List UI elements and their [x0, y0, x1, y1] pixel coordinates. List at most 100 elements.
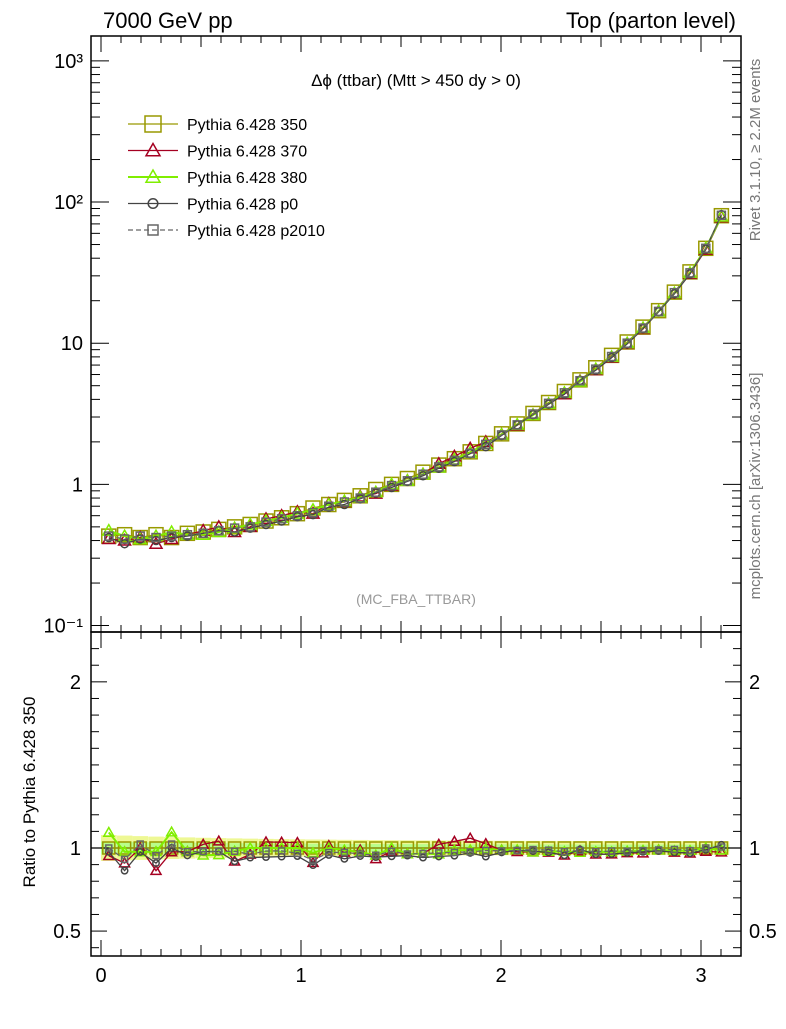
series-line — [108, 215, 722, 539]
ratio-point — [230, 857, 239, 866]
series-line — [108, 214, 722, 545]
header-left: 7000 GeV pp — [103, 8, 233, 33]
data-point — [701, 243, 711, 254]
data-point — [528, 409, 538, 419]
legend-marker — [144, 115, 162, 133]
ratio-point — [309, 861, 317, 870]
data-point — [245, 522, 255, 532]
data-point — [481, 439, 491, 450]
legend-entry: Pythia 6.428 380 — [128, 168, 307, 187]
ratio-point — [215, 847, 223, 856]
ratio-point — [340, 848, 349, 857]
ratio-point — [102, 826, 116, 838]
ratio-point — [118, 845, 131, 857]
ratio-point — [670, 845, 679, 854]
ratio-point — [560, 847, 569, 856]
data-point — [308, 507, 318, 518]
header-right: Top (parton level) — [566, 8, 736, 33]
ratio-point — [387, 847, 396, 856]
ratio-point — [105, 844, 113, 852]
data-point — [714, 208, 729, 222]
ratio-point — [387, 852, 396, 861]
data-point — [540, 394, 557, 411]
ratio-point — [165, 845, 178, 857]
data-point — [290, 506, 305, 519]
ratio-point — [576, 846, 584, 855]
data-point — [525, 405, 541, 422]
main-series — [101, 207, 730, 549]
main-ytick-label: 10² — [54, 192, 83, 214]
data-point — [104, 531, 114, 541]
data-point — [242, 516, 258, 530]
ratio-point — [715, 845, 728, 857]
ratio-point — [212, 834, 226, 846]
legend-label: Pythia 6.428 p2010 — [187, 223, 325, 240]
data-point — [685, 268, 695, 278]
data-point — [512, 420, 522, 430]
ratio-point — [136, 840, 144, 848]
data-point — [135, 531, 145, 541]
ratio-point — [291, 841, 304, 853]
ratio-point — [149, 841, 163, 855]
series-1 — [101, 209, 729, 549]
ratio-point — [419, 849, 427, 858]
data-point — [402, 476, 413, 486]
legend-label: Pythia 6.428 350 — [187, 117, 307, 134]
ratio-point — [607, 847, 616, 855]
data-point — [339, 497, 350, 507]
ratio-point — [293, 849, 302, 858]
data-point — [638, 323, 648, 333]
ratio-point — [544, 846, 553, 854]
ratio-point — [262, 847, 270, 855]
series-line — [108, 216, 722, 545]
ratio-ylabel: Ratio to Pythia 6.428 350 — [20, 697, 39, 888]
data-point — [261, 517, 271, 527]
ratio-point — [230, 847, 239, 856]
data-point — [606, 351, 617, 362]
data-point — [666, 284, 683, 300]
ratio-plot-frame — [90, 631, 742, 957]
ratio-point — [309, 856, 317, 864]
legend-entry: Pythia 6.428 p0 — [128, 197, 298, 214]
ratio-x-ticks: 0 1 2 3 — [95, 632, 722, 987]
rivet-note: Rivet 3.1.10, ≥ 2.2M events — [747, 59, 764, 242]
legend-entry: Pythia 6.428 350 — [128, 115, 307, 134]
main-x-ticks — [100, 36, 722, 632]
data-point — [713, 207, 730, 224]
ratio-line — [108, 843, 722, 861]
main-ytick-label: 1 — [72, 474, 83, 496]
ratio-point — [199, 847, 207, 856]
mcplots-note: mcplots.cern.ch [arXiv:1306.3436] — [747, 373, 764, 600]
data-point — [493, 426, 510, 442]
main-plot: 10⁻¹ 1 10 10² 10³ Δϕ (ttbar) (Mtt > 450 dy >… — [44, 35, 742, 638]
data-point — [465, 448, 475, 459]
data-point — [182, 529, 193, 540]
data-point — [164, 524, 179, 538]
data-point — [447, 448, 462, 462]
ratio-series — [102, 825, 729, 876]
main-ytick-label: 10³ — [54, 51, 83, 73]
ratio-point — [419, 853, 427, 862]
data-point — [101, 523, 117, 536]
ratio-ytick-label: 1 — [70, 838, 81, 860]
legend-marker — [147, 224, 159, 236]
ratio-point — [120, 855, 129, 864]
ratio-point — [356, 850, 364, 858]
ratio-point — [529, 845, 537, 854]
xtick-label: 1 — [295, 965, 306, 987]
data-point — [151, 532, 161, 543]
ratio-ytick-label: 0.5 — [53, 921, 81, 943]
data-point — [716, 210, 727, 221]
data-point — [622, 338, 632, 348]
data-point — [418, 469, 428, 479]
data-point — [572, 374, 588, 387]
data-point — [525, 407, 541, 421]
ratio-point — [403, 850, 412, 858]
main-ytick-label: 10 — [61, 333, 83, 355]
ratio-ytick-label-right: 0.5 — [749, 921, 777, 943]
ratio-point — [277, 847, 286, 855]
data-point — [371, 487, 381, 497]
legend-entry: Pythia 6.428 370 — [128, 141, 307, 161]
ratio-point — [463, 831, 477, 843]
ratio-point — [117, 841, 132, 855]
